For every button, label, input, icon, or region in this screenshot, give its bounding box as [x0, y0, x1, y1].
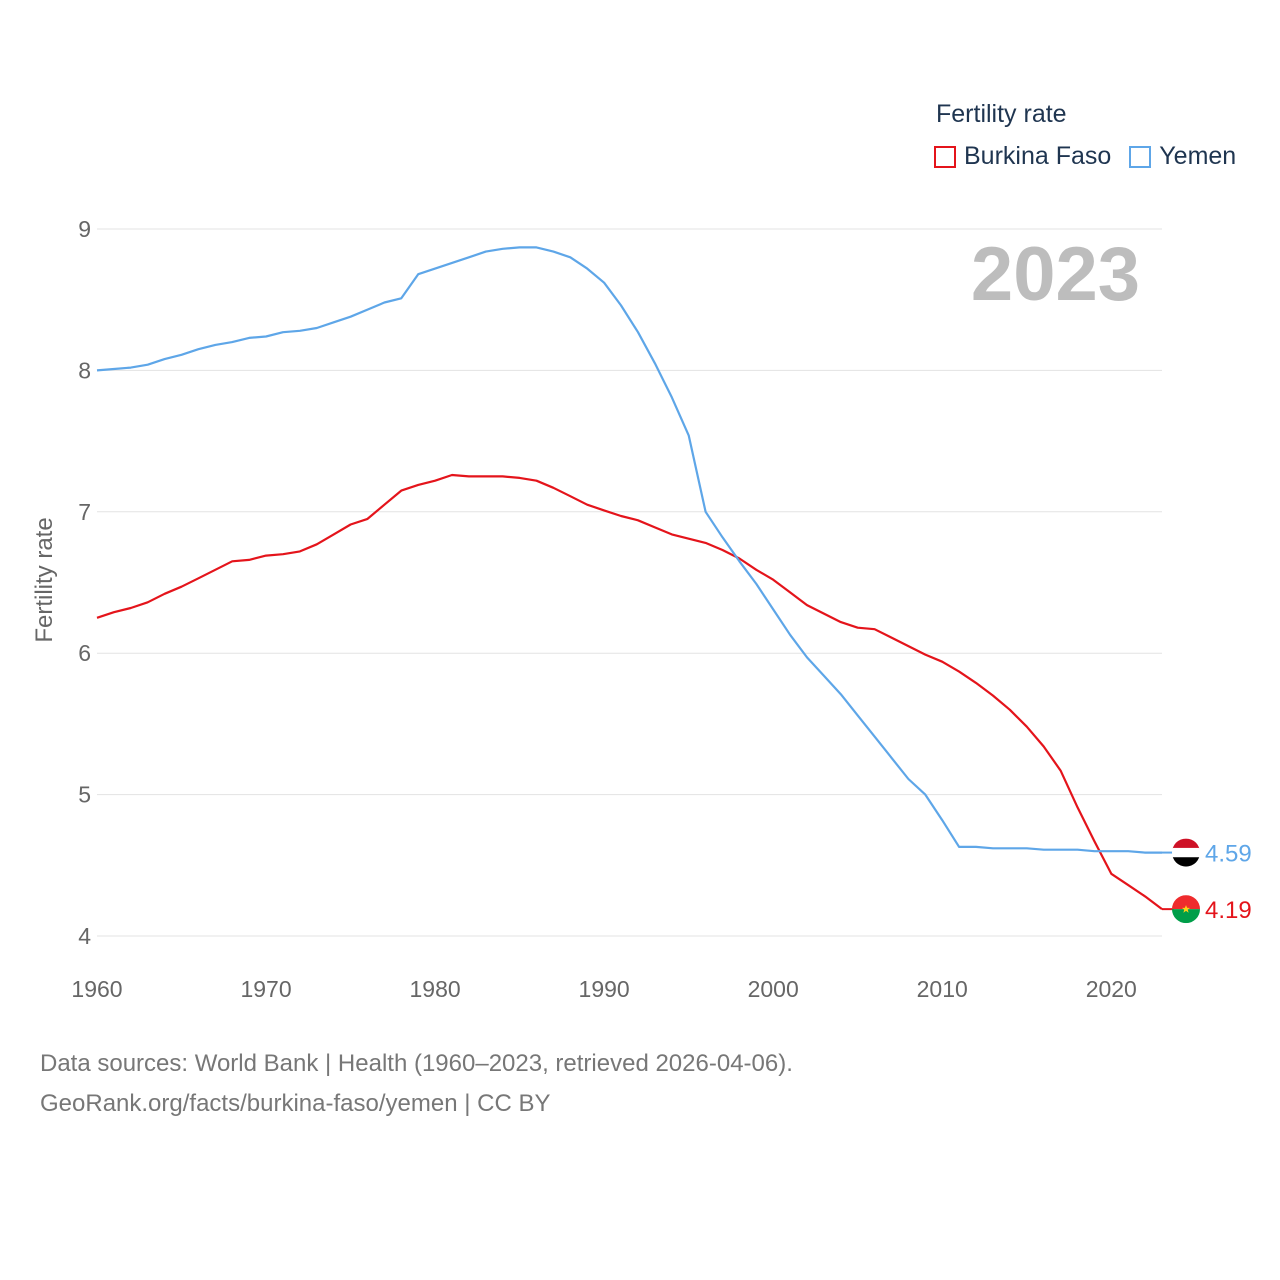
footer-link[interactable]: GeoRank.org/facts/burkina-faso/yemen | C…: [40, 1090, 551, 1117]
x-tick-labels: 1960 1970 1980 1990 2000 2010 2020: [71, 976, 1136, 1002]
x-tick-1970: 1970: [240, 976, 291, 1002]
year-display: 2023: [971, 232, 1140, 317]
legend: Burkina Faso Yemen: [934, 142, 1254, 171]
end-label-burkina-faso: 4.19: [1205, 897, 1252, 924]
legend-item-burkina-faso[interactable]: Burkina Faso: [934, 142, 1111, 171]
series-line-burkina-faso: [96, 473, 1163, 910]
x-tick-2010: 2010: [917, 976, 968, 1002]
end-label-yemen: 4.59: [1205, 841, 1252, 868]
legend-label-yemen: Yemen: [1159, 142, 1237, 170]
y-tick-6: 6: [78, 640, 91, 666]
y-tick-5: 5: [78, 782, 91, 808]
legend-item-yemen[interactable]: Yemen: [1129, 142, 1236, 171]
footer-sources: Data sources: World Bank | Health (1960–…: [40, 1050, 793, 1077]
legend-swatch-burkina-faso: [934, 145, 956, 168]
y-tick-8: 8: [78, 357, 91, 383]
grid-lines: [97, 228, 1162, 937]
y-axis-label: Fertility rate: [31, 517, 58, 642]
y-tick-4: 4: [78, 923, 91, 949]
x-tick-1960: 1960: [71, 976, 122, 1002]
footer: Data sources: World Bank | Health (1960–…: [40, 1044, 793, 1124]
legend-swatch-yemen: [1129, 145, 1152, 168]
y-tick-labels: 4 5 6 7 8 9: [78, 216, 91, 949]
end-markers: 4.19 4.59: [1162, 838, 1252, 924]
series-line-yemen: [96, 246, 1162, 854]
x-tick-1980: 1980: [410, 976, 461, 1002]
flag-icon-burkina-faso: [1172, 895, 1200, 924]
legend-label-burkina-faso: Burkina Faso: [964, 142, 1112, 170]
x-tick-2020: 2020: [1086, 976, 1137, 1002]
series-lines: [96, 246, 1163, 910]
x-tick-1990: 1990: [579, 976, 630, 1002]
legend-title: Fertility rate: [936, 100, 1067, 128]
flag-icon-yemen: [1172, 838, 1200, 867]
y-tick-9: 9: [78, 216, 91, 242]
y-tick-7: 7: [78, 499, 91, 525]
x-tick-2000: 2000: [748, 976, 799, 1002]
